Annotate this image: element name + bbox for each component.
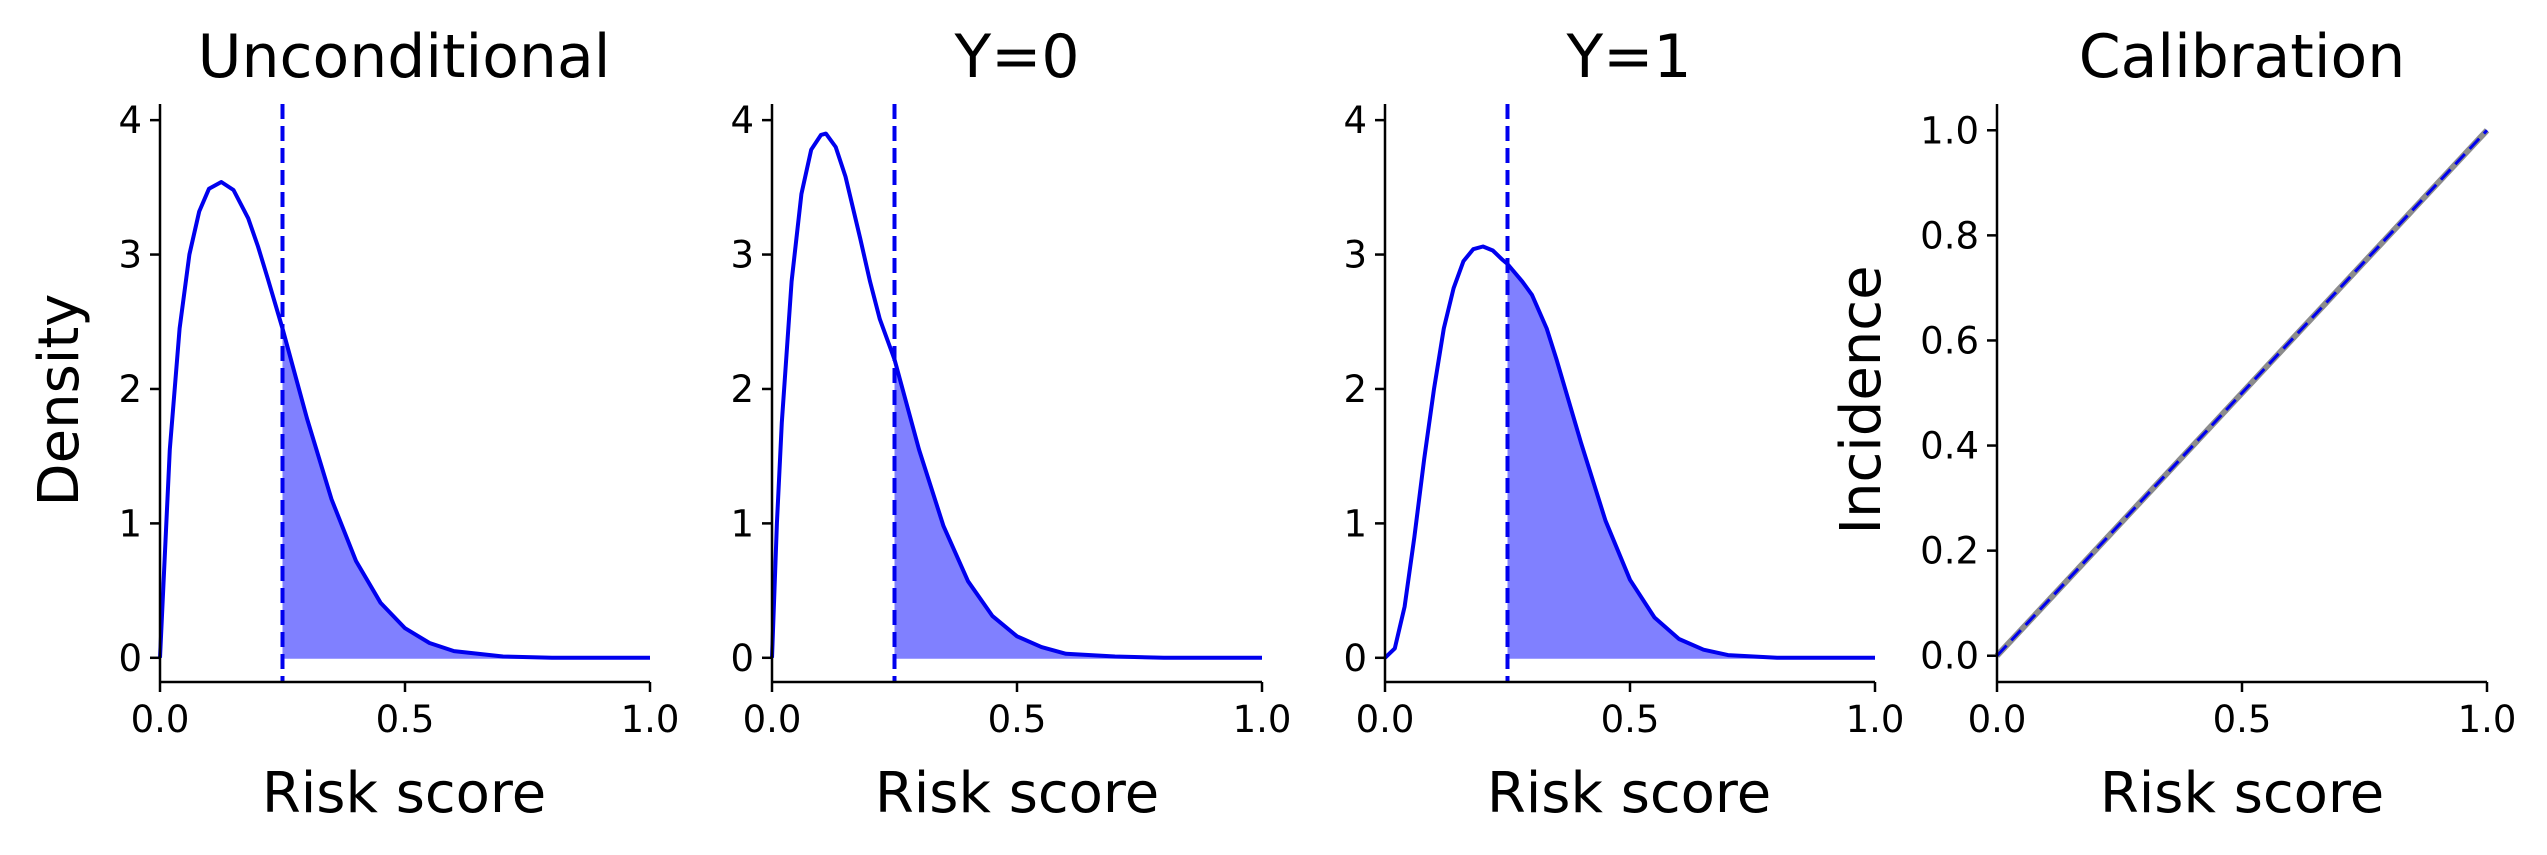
y-tick-label: 1 [730, 502, 754, 545]
y-tick-label: 3 [118, 234, 142, 277]
y-tick-label: 3 [730, 234, 754, 277]
x-tick-label: 1.0 [1846, 698, 1905, 741]
panel-calibration: Calibration Incidence Risk score 0.0 0.5 1… [1829, 22, 2516, 826]
y-tick-label: 2 [1343, 368, 1367, 411]
plot-area: 0.0 0.5 1.0 0.0 0.2 0.4 0.6 0.8 1.0 [1920, 104, 2516, 741]
panel-title: Calibration [2079, 22, 2405, 92]
x-axis-label: Risk score [262, 761, 546, 826]
plot-area: 0.0 0.5 1.0 0 1 2 3 4 [1343, 99, 1904, 741]
plot-area: 0.0 0.5 1.0 0 1 2 3 4 [118, 99, 679, 741]
panel-title: Y=0 [953, 22, 1079, 92]
x-tick-label: 0.0 [743, 698, 802, 741]
shaded-area-above-threshold [1507, 264, 1875, 658]
shaded-area-above-threshold [894, 359, 1262, 658]
x-tick-label: 0.0 [1356, 698, 1415, 741]
panel-title: Unconditional [198, 22, 611, 92]
y-tick-label: 4 [730, 99, 754, 142]
calibration-line [1995, 129, 2489, 657]
y-tick-label: 4 [118, 99, 142, 142]
panel-y0: Y=0 Risk score 0.0 0.5 1.0 0 1 2 3 4 [730, 22, 1291, 826]
y-tick-label: 2 [730, 368, 754, 411]
y-tick-label: 4 [1343, 99, 1367, 142]
x-tick-label: 0.0 [1968, 698, 2027, 741]
density-curve [770, 131, 1262, 660]
x-tick-label: 0.0 [131, 698, 190, 741]
x-tick-label: 1.0 [1233, 698, 1292, 741]
x-tick-label: 1.0 [2458, 698, 2517, 741]
y-tick-label: 0.0 [1920, 635, 1979, 678]
panel-unconditional: Unconditional Density Risk score 0.0 0.5 1… [27, 22, 679, 826]
panel-y1: Y=1 Risk score 0.0 0.5 1.0 0 1 2 3 4 [1343, 22, 1904, 826]
y-tick-label: 0 [118, 637, 142, 680]
y-tick-label: 0 [730, 637, 754, 680]
x-tick-label: 0.5 [376, 698, 435, 741]
x-tick-label: 0.5 [1601, 698, 1660, 741]
x-tick-label: 1.0 [621, 698, 680, 741]
x-axis-label: Risk score [1487, 761, 1771, 826]
x-axis-label: Risk score [2100, 761, 2384, 826]
shaded-area-above-threshold [282, 328, 650, 658]
y-axis-label: Density [27, 294, 92, 507]
y-tick-label: 0.6 [1920, 319, 1979, 362]
y-tick-label: 3 [1343, 234, 1367, 277]
plot-area: 0.0 0.5 1.0 0 1 2 3 4 [730, 99, 1291, 741]
y-tick-label: 0 [1343, 637, 1367, 680]
density-curve [1383, 244, 1875, 660]
x-tick-label: 0.5 [988, 698, 1047, 741]
y-axis-label: Incidence [1829, 265, 1894, 534]
y-tick-label: 0.4 [1920, 425, 1979, 468]
y-tick-label: 2 [118, 368, 142, 411]
y-tick-label: 1.0 [1920, 109, 1979, 152]
x-axis-label: Risk score [875, 761, 1159, 826]
y-tick-label: 1 [1343, 502, 1367, 545]
y-tick-label: 1 [118, 502, 142, 545]
density-curve [158, 180, 650, 660]
panel-title: Y=1 [1565, 22, 1691, 92]
x-tick-label: 0.5 [2213, 698, 2272, 741]
y-tick-label: 0.2 [1920, 530, 1979, 573]
y-tick-label: 0.8 [1920, 214, 1979, 257]
